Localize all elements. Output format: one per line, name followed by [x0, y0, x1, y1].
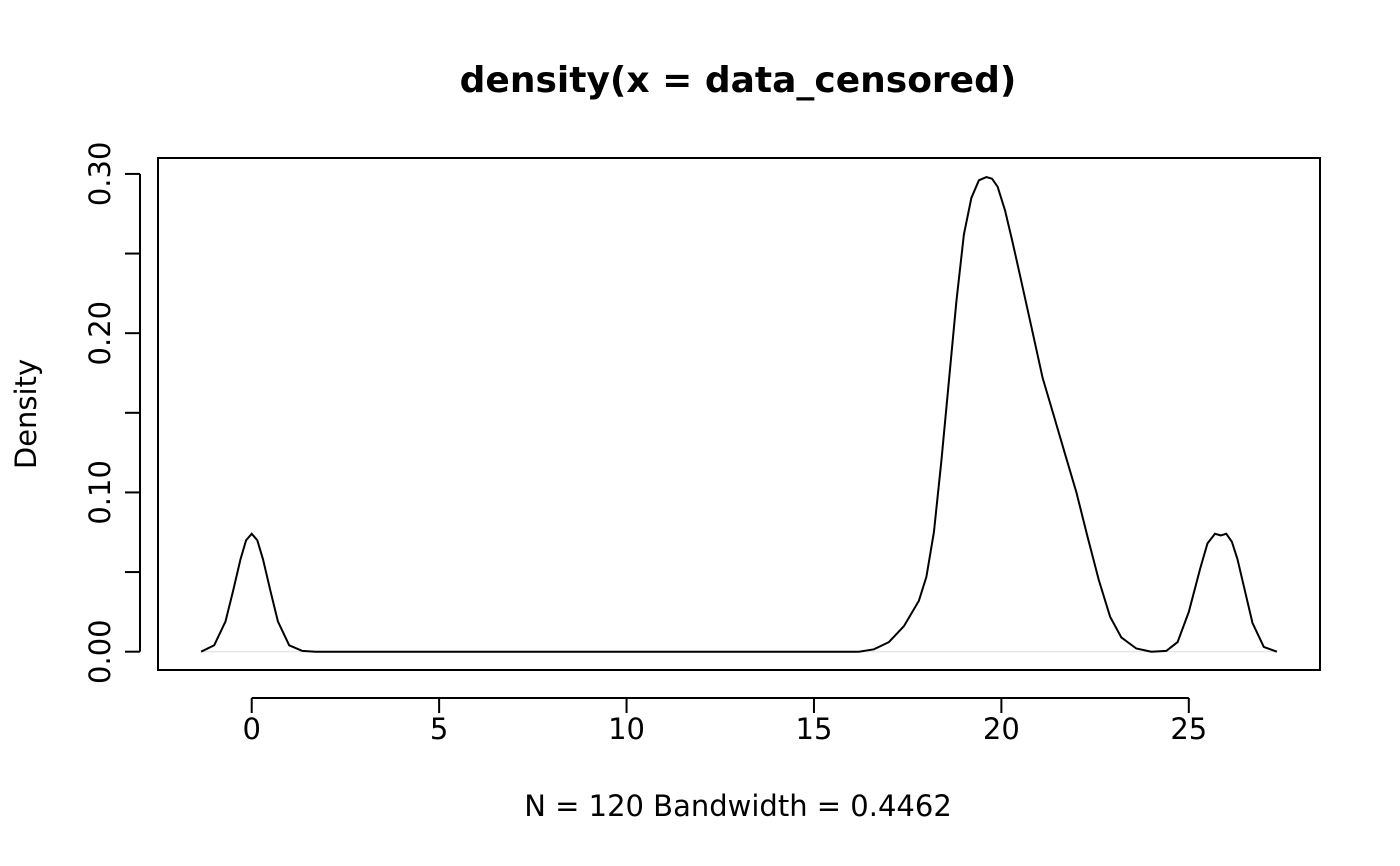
y-tick-label: 0.30 [83, 142, 117, 207]
x-axis: 0 5 10 15 20 25 [242, 697, 1207, 746]
y-axis: 0.00 0.10 0.20 0.30 [83, 142, 141, 684]
x-tick-label: 20 [983, 712, 1020, 746]
x-tick-label: 25 [1170, 712, 1207, 746]
x-tick-label: 0 [242, 712, 260, 746]
x-tick-label: 15 [796, 712, 833, 746]
y-tick-label: 0.10 [83, 460, 117, 525]
x-tick-label: 10 [608, 712, 645, 746]
y-tick-label: 0.00 [83, 619, 117, 684]
y-axis-label: Density [9, 359, 43, 469]
x-tick-label: 5 [430, 712, 448, 746]
chart-title: density(x = data_censored) [460, 60, 1017, 101]
plot-frame [157, 157, 1321, 671]
density-curve [200, 176, 1278, 653]
y-tick-label: 0.20 [83, 301, 117, 366]
x-axis-label: N = 120 Bandwidth = 0.4462 [524, 789, 952, 823]
